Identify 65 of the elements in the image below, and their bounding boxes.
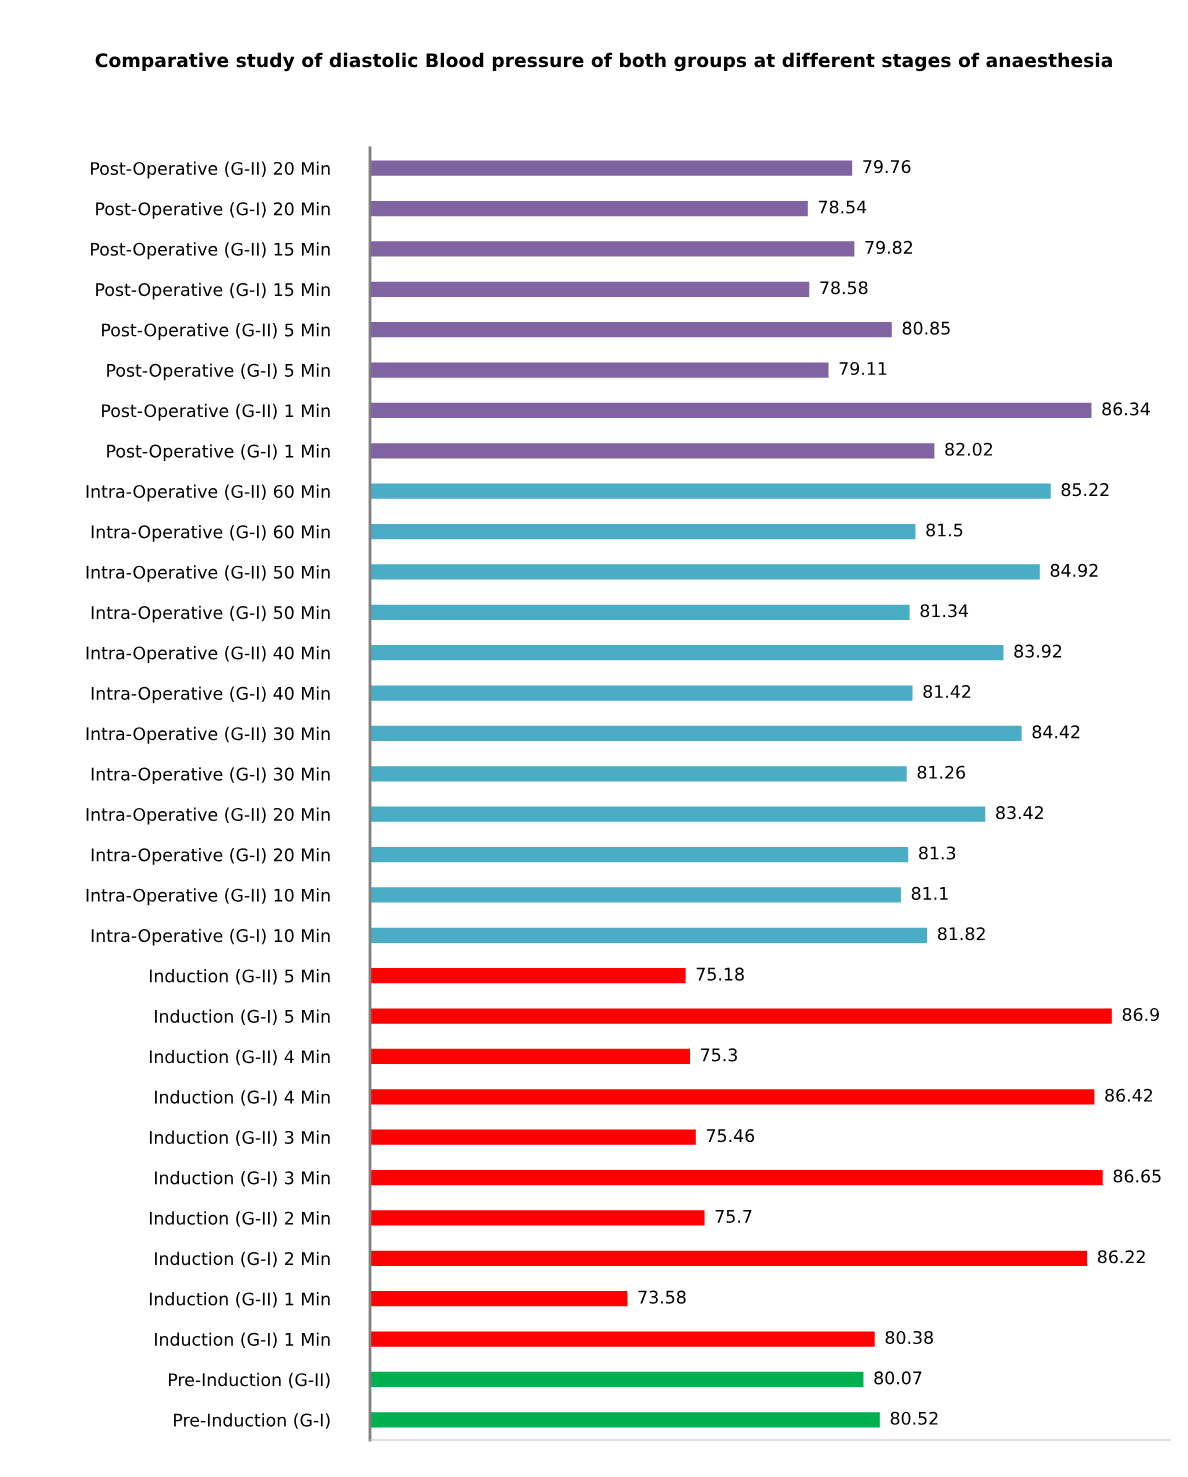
y-tick-label: Induction (G-I) 3 Min — [155, 1170, 330, 1187]
data-label: 75.3 — [701, 1048, 737, 1062]
data-label: 80.85 — [902, 321, 950, 335]
y-tick-label: Post-Operative (G-II) 5 Min — [102, 323, 330, 340]
data-label: 81.26 — [917, 765, 966, 779]
y-tick-label: Post-Operative (G-I) 20 Min — [96, 201, 330, 219]
data-label: 79.82 — [865, 240, 913, 254]
data-label: 86.65 — [1113, 1169, 1161, 1183]
y-tick-label: Induction (G-II) 5 Min — [149, 969, 330, 985]
data-label: 79.76 — [863, 160, 911, 174]
data-label: 86.42 — [1105, 1088, 1153, 1102]
data-label: 86.34 — [1102, 402, 1150, 416]
y-tick-label: Pre-Induction (G-I) — [174, 1413, 330, 1429]
data-label: 75.46 — [706, 1129, 755, 1143]
y-tick-label: Post-Operative (G-II) 15 Min — [91, 242, 330, 260]
y-tick-label: Intra-Operative (G-I) 10 Min — [91, 928, 330, 946]
data-label: 75.18 — [696, 967, 744, 981]
y-tick-label: Intra-Operative (G-II) 20 Min — [86, 807, 330, 825]
data-label: 86.22 — [1097, 1250, 1145, 1264]
y-tick-label: Post-Operative (G-I) 5 Min — [107, 363, 330, 381]
y-tick-label: Induction (G-II) 2 Min — [149, 1211, 330, 1227]
data-label: 75.7 — [715, 1210, 752, 1223]
data-label: 78.58 — [820, 281, 868, 295]
y-tick-label: Induction (G-I) 2 Min — [155, 1251, 330, 1268]
data-label: 78.54 — [818, 200, 867, 214]
y-tick-label: Post-Operative (G-II) 1 Min — [102, 403, 330, 421]
data-label: 81.34 — [920, 604, 969, 618]
data-label: 86.9 — [1122, 1007, 1159, 1022]
y-tick-label: Induction (G-II) 1 Min — [149, 1292, 330, 1308]
y-tick-label: Intra-Operative (G-II) 50 Min — [86, 565, 330, 583]
data-label: 81.3 — [919, 846, 956, 860]
y-tick-label: Intra-Operative (G-I) 30 Min — [91, 767, 330, 785]
data-label: 83.42 — [996, 806, 1043, 820]
y-tick-label: Induction (G-I) 4 Min — [155, 1090, 330, 1106]
y-tick-label: Intra-Operative (G-I) 60 Min — [91, 524, 330, 542]
data-label: 80.52 — [890, 1411, 938, 1425]
y-tick-label: Intra-Operative (G-II) 30 Min — [86, 726, 330, 744]
data-label: 81.1 — [911, 886, 948, 900]
y-tick-label: Post-Operative (G-I) 15 Min — [96, 282, 330, 300]
y-tick-label: Induction (G-II) 3 Min — [149, 1130, 330, 1147]
chart-title: Comparative study of diastolic Blood pressure of both groups at different stages of anaesthesia — [95, 52, 1112, 72]
data-label: 80.07 — [874, 1371, 922, 1385]
data-label: 81.42 — [923, 684, 971, 699]
y-tick-label: Intra-Operative (G-I) 20 Min — [91, 847, 330, 865]
data-label: 80.38 — [885, 1330, 933, 1345]
data-label: 82.02 — [945, 442, 993, 456]
data-label: 83.92 — [1014, 644, 1062, 658]
y-tick-label: Intra-Operative (G-I) 50 Min — [91, 605, 330, 623]
y-tick-label: Induction (G-I) 5 Min — [155, 1009, 330, 1025]
y-tick-label: Induction (G-II) 4 Min — [149, 1049, 330, 1066]
y-tick-label: Induction (G-I) 1 Min — [155, 1332, 330, 1348]
data-label: 84.42 — [1032, 725, 1080, 739]
data-label: 81.5 — [926, 523, 963, 537]
y-tick-label: Intra-Operative (G-II) 10 Min — [86, 888, 330, 906]
y-tick-label: Intra-Operative (G-II) 60 Min — [86, 484, 330, 502]
data-label: 84.92 — [1050, 563, 1098, 577]
y-tick-label: Post-Operative (G-II) 20 Min — [91, 161, 330, 179]
y-tick-label: Intra-Operative (G-II) 40 Min — [86, 646, 330, 663]
data-label: 73.58 — [638, 1290, 686, 1304]
data-label: 79.11 — [839, 361, 887, 376]
y-tick-label: Post-Operative (G-I) 1 Min — [107, 444, 330, 462]
y-tick-label: Pre-Induction (G-II) — [168, 1372, 330, 1389]
y-tick-label: Intra-Operative (G-I) 40 Min — [91, 686, 330, 704]
data-label: 85.22 — [1061, 483, 1109, 497]
data-label: 81.82 — [937, 927, 985, 941]
